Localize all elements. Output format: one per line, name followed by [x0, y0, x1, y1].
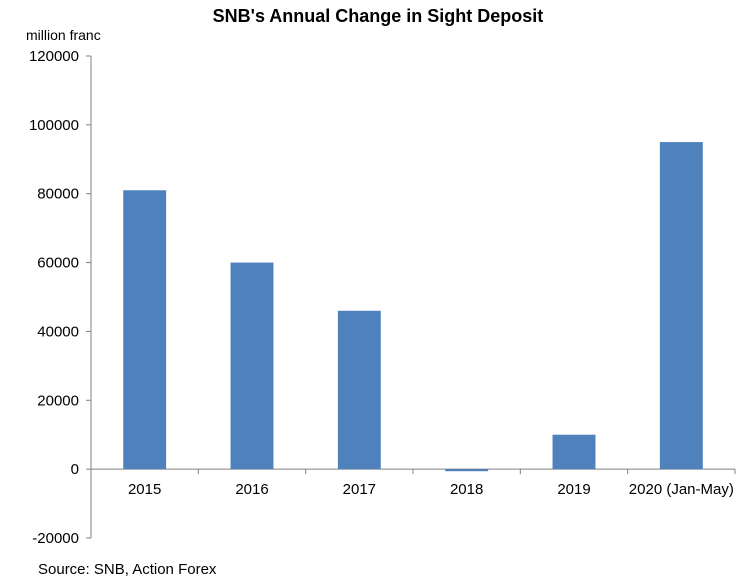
- y-axis-ticks: 120000 100000 80000 60000 40000 20000 0 -20000: [29, 48, 91, 547]
- y-tick-label: 100000: [29, 117, 79, 134]
- bar: [552, 434, 596, 470]
- y-tick-label: 40000: [37, 323, 79, 340]
- chart-bars: [123, 142, 703, 472]
- x-tick-label: 2018: [450, 481, 483, 498]
- y-tick-label: 60000: [37, 255, 79, 272]
- y-tick-label: 120000: [29, 48, 79, 65]
- source-note: Source: SNB, Action Forex: [38, 561, 217, 578]
- y-tick-label: -20000: [32, 530, 79, 547]
- x-tick-label: 2020 (Jan-May): [629, 481, 734, 498]
- bar: [337, 310, 381, 470]
- chart-axes: [90, 56, 736, 538]
- bar: [659, 142, 703, 470]
- bar: [123, 190, 167, 470]
- y-tick-label: 80000: [37, 186, 79, 203]
- y-axis-unit-label: million franc: [26, 27, 101, 43]
- x-axis-ticks: 2015 2016 2017 2018 2019 2020 (Jan-May): [128, 481, 734, 498]
- y-tick-label: 0: [71, 461, 79, 478]
- bar: [445, 469, 489, 472]
- x-tick-label: 2017: [343, 481, 376, 498]
- chart-title: SNB's Annual Change in Sight Deposit: [212, 6, 544, 26]
- y-tick-label: 20000: [37, 392, 79, 409]
- bar: [230, 262, 274, 470]
- x-tick-label: 2016: [235, 481, 268, 498]
- x-tick-label: 2015: [128, 481, 161, 498]
- x-tick-label: 2019: [557, 481, 590, 498]
